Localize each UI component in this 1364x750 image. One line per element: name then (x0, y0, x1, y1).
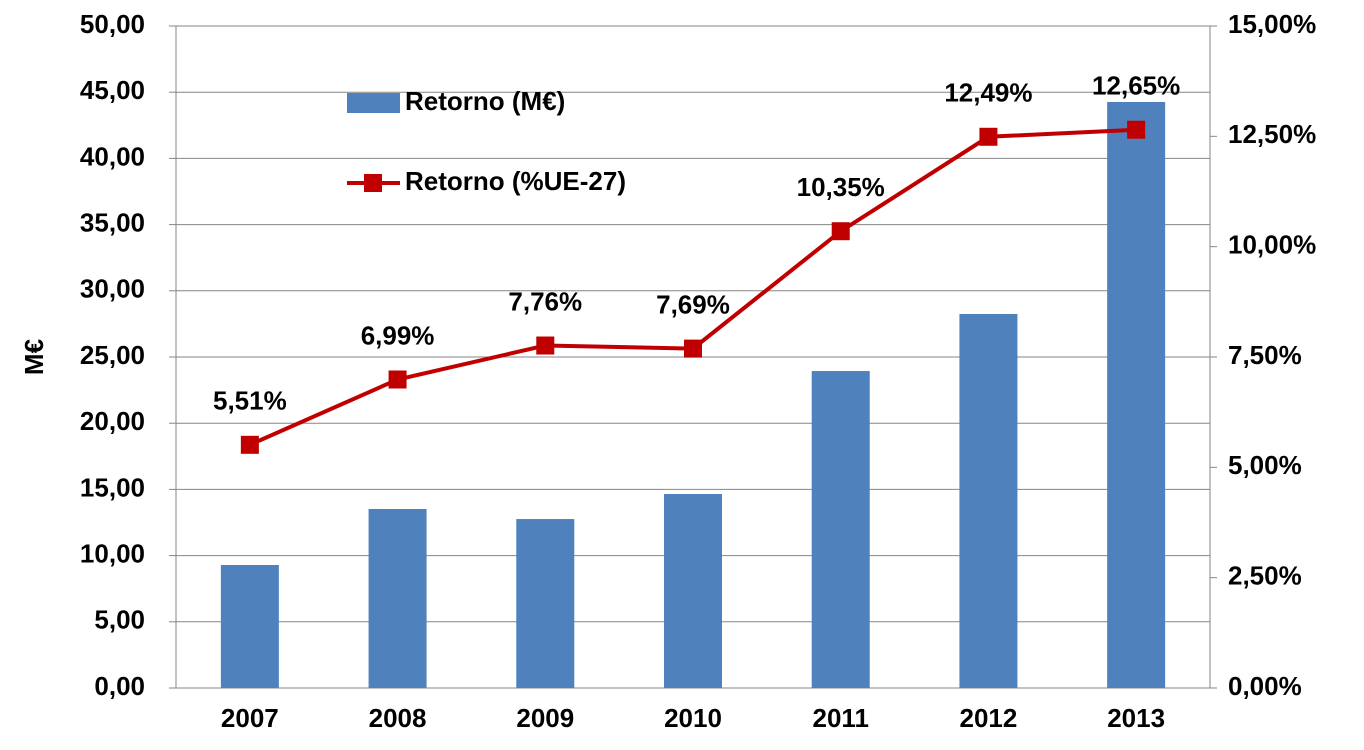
y2-tick-label: 7,50% (1228, 340, 1302, 370)
data-label: 10,35% (797, 172, 885, 202)
bar (368, 508, 427, 688)
x-tick-label: 2009 (516, 703, 574, 733)
x-tick-label: 2011 (813, 703, 869, 733)
marker (1127, 120, 1146, 139)
y-tick-label: 15,00 (80, 472, 145, 502)
legend-marker (364, 174, 382, 192)
y-tick-label: 35,00 (80, 207, 145, 237)
y-tick-label: 45,00 (80, 75, 145, 105)
y-tick-label: 20,00 (80, 406, 145, 436)
y2-tick-label: 5,00% (1228, 450, 1302, 480)
bar (959, 313, 1018, 688)
bar (811, 371, 870, 688)
y-tick-label: 50,00 (80, 9, 145, 39)
x-tick-label: 2012 (960, 703, 1018, 733)
data-label: 7,69% (656, 289, 730, 319)
x-tick-label: 2007 (221, 703, 279, 733)
y-tick-label: 5,00 (94, 605, 145, 635)
marker (240, 435, 259, 454)
data-label: 7,76% (508, 286, 582, 316)
data-label: 12,49% (944, 78, 1032, 108)
marker (388, 370, 407, 389)
bar (1107, 101, 1166, 688)
bar (664, 494, 722, 688)
x-tick-label: 2013 (1107, 703, 1165, 733)
y2-tick-label: 15,00% (1228, 9, 1316, 39)
x-tick-label: 2010 (664, 703, 722, 733)
marker (831, 222, 850, 241)
y2-tick-label: 10,00% (1228, 230, 1316, 260)
y2-tick-label: 12,50% (1228, 119, 1316, 149)
marker (979, 127, 998, 146)
legend-swatch (347, 93, 400, 113)
y-axis-label: M€ (19, 339, 49, 375)
y-tick-label: 10,00 (80, 538, 145, 568)
data-label: 6,99% (361, 320, 435, 350)
y-tick-label: 40,00 (80, 141, 145, 171)
x-tick-label: 2008 (369, 703, 427, 733)
marker (684, 339, 702, 358)
data-label: 12,65% (1092, 71, 1180, 101)
y-tick-label: 30,00 (80, 274, 145, 304)
y-tick-label: 25,00 (80, 340, 145, 370)
legend-label: Retorno (M€) (405, 86, 565, 116)
y-tick-label: 0,00 (94, 671, 145, 701)
y2-tick-label: 0,00% (1228, 671, 1302, 701)
y2-tick-label: 2,50% (1228, 561, 1302, 591)
legend-label: Retorno (%UE-27) (405, 166, 626, 196)
bar (220, 565, 279, 688)
bar (516, 519, 575, 688)
data-label: 5,51% (213, 386, 287, 416)
marker (536, 336, 555, 355)
